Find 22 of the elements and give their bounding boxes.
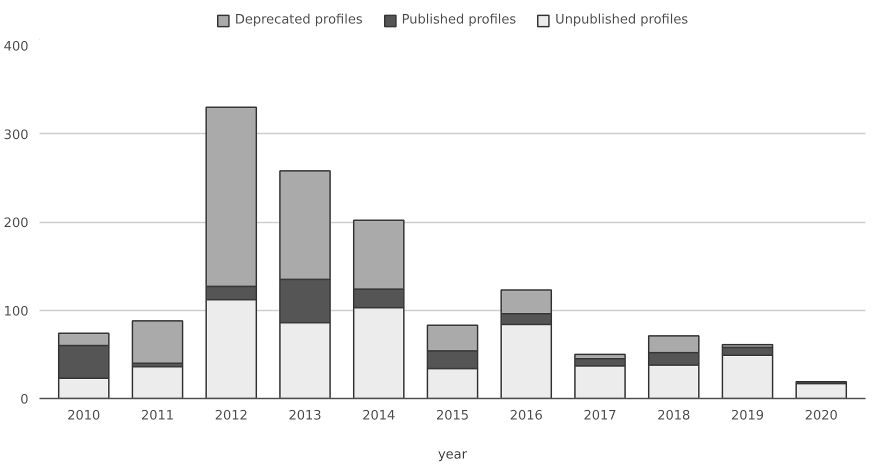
x-tick-label: 2020 <box>804 408 838 424</box>
x-tick-label: 2014 <box>362 408 396 424</box>
y-tick-label: 100 <box>4 304 29 320</box>
y-tick-label: 400 <box>4 40 29 54</box>
x-tick-label: 2013 <box>288 408 322 424</box>
x-axis-title: year <box>438 448 468 462</box>
legend-label: Unpublished profiles <box>555 12 688 28</box>
legend-label: Deprecated profiles <box>234 12 363 28</box>
bar <box>132 366 184 398</box>
x-tick-label: 2011 <box>140 408 174 424</box>
y-tick-label: 200 <box>4 216 29 231</box>
x-tick-label: 2010 <box>67 408 100 424</box>
legend-label: Published profiles <box>402 12 516 28</box>
bar <box>132 320 184 364</box>
x-tick-label: 2018 <box>657 408 690 424</box>
x-tick-label: 2015 <box>436 408 470 424</box>
y-tick-label: 300 <box>4 128 29 143</box>
x-tick-label: 2019 <box>730 408 764 424</box>
y-tick-label: 0 <box>20 392 29 408</box>
x-tick-label: 2017 <box>583 408 617 424</box>
x-tick-label: 2012 <box>214 408 248 424</box>
x-tick-label: 2016 <box>510 408 543 424</box>
